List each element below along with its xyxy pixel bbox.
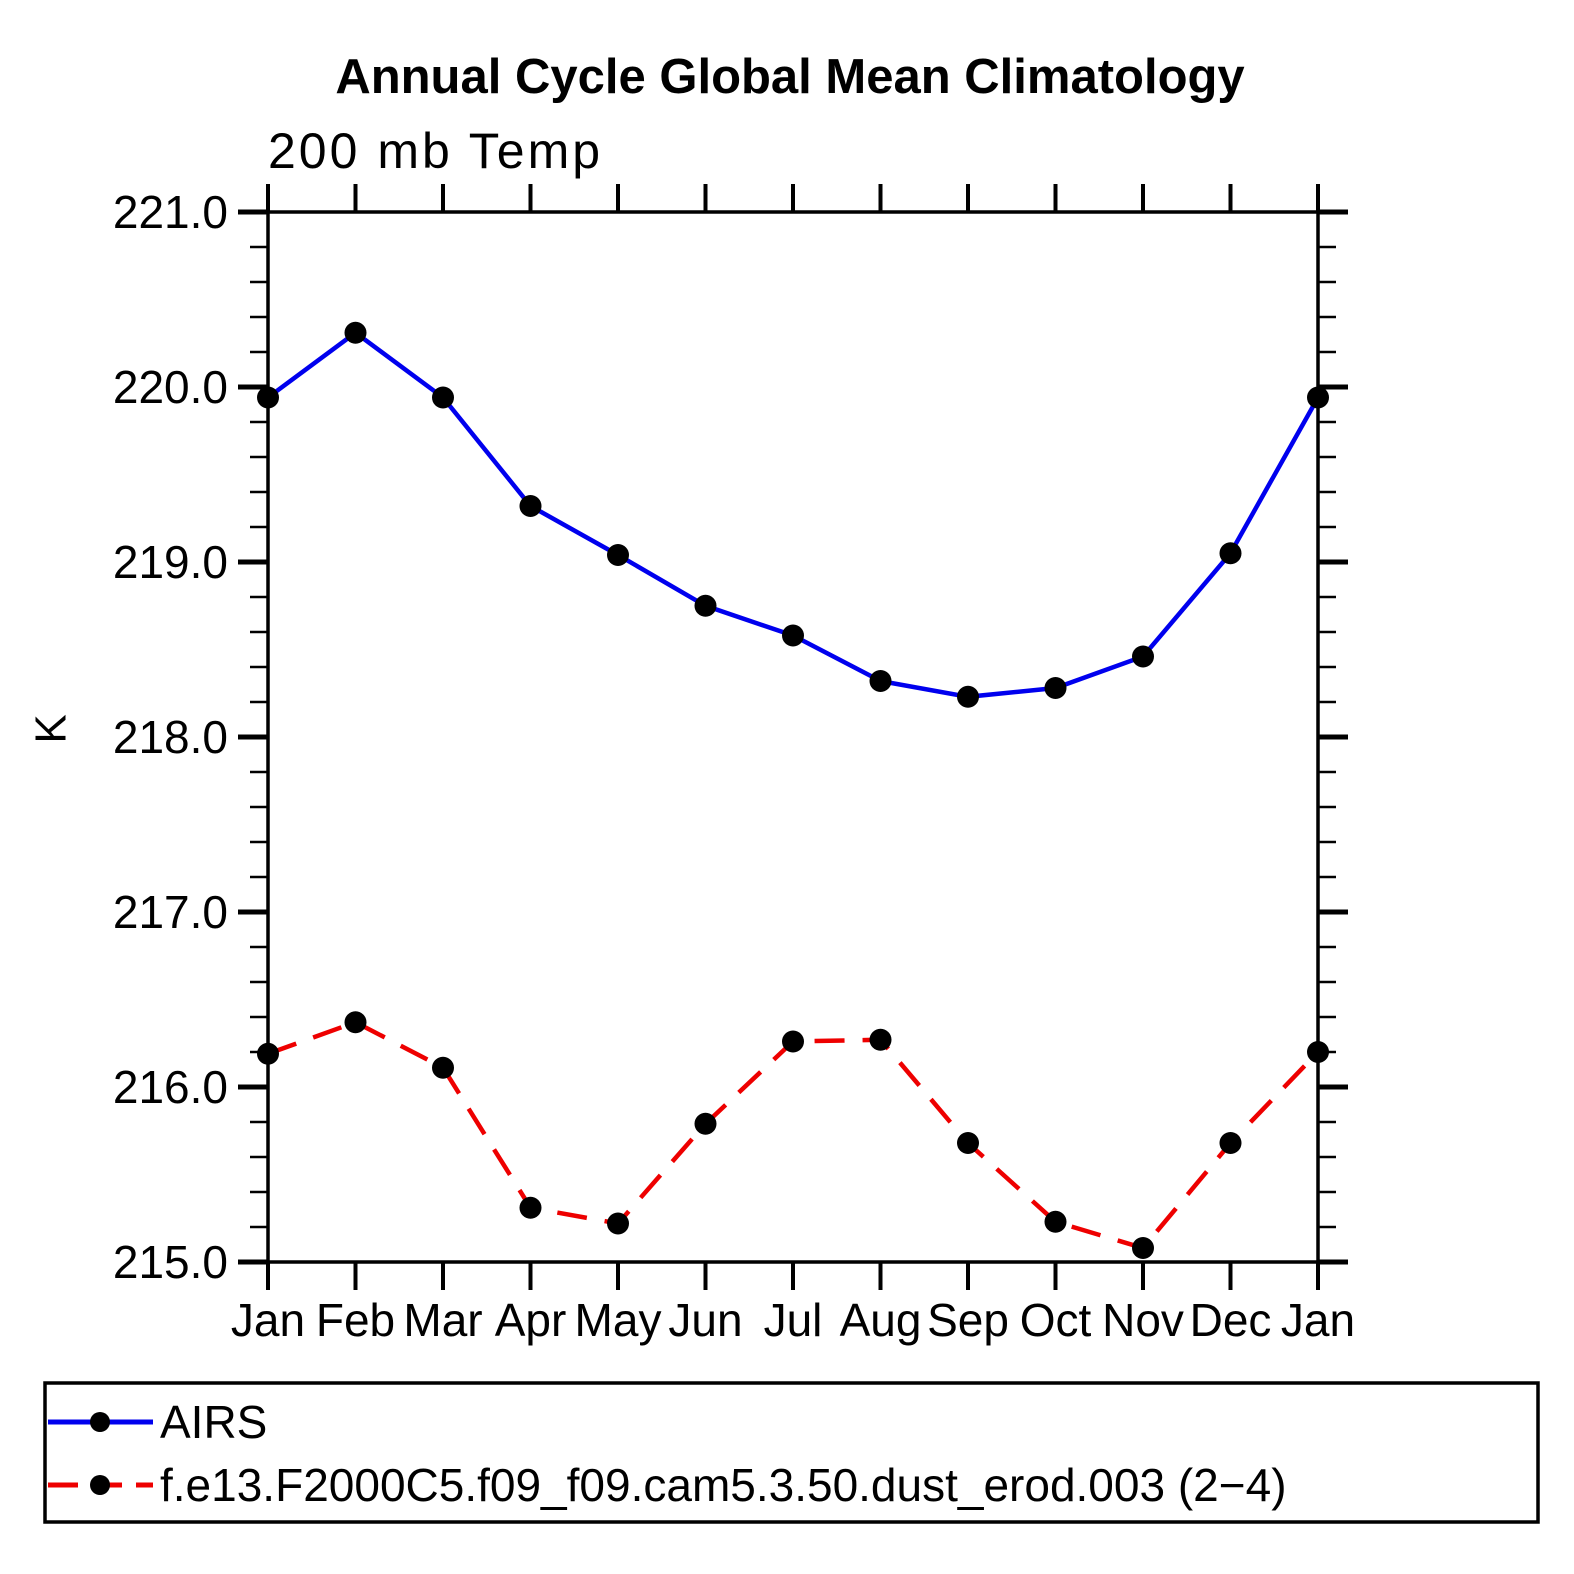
data-point bbox=[1044, 1210, 1067, 1233]
series-line-model bbox=[267, 1019, 1320, 1251]
x-tick-label: Feb bbox=[316, 1294, 395, 1346]
data-point bbox=[607, 1212, 629, 1235]
y-tick-label: 217.0 bbox=[113, 886, 228, 938]
x-tick-label: Nov bbox=[1102, 1294, 1184, 1346]
x-tick-label: Dec bbox=[1190, 1294, 1272, 1346]
data-point bbox=[782, 1030, 804, 1053]
chart-title: Annual Cycle Global Mean Climatology bbox=[335, 50, 1244, 104]
x-tick-label: Oct bbox=[1020, 1294, 1092, 1346]
x-tick-label: Jun bbox=[668, 1294, 742, 1346]
x-tick-label: Mar bbox=[403, 1294, 482, 1346]
y-tick-label: 215.0 bbox=[113, 1236, 228, 1288]
x-tick-label: Jan bbox=[231, 1294, 305, 1346]
legend-box bbox=[43, 1381, 1540, 1524]
data-point bbox=[1132, 645, 1154, 668]
data-point bbox=[257, 1042, 279, 1065]
data-point bbox=[1044, 677, 1067, 699]
plot-frame bbox=[266, 210, 1320, 1264]
data-point bbox=[257, 386, 279, 409]
data-point bbox=[344, 1011, 367, 1034]
legend-marker bbox=[90, 1475, 110, 1495]
data-point bbox=[1219, 542, 1242, 565]
y-tick-label: 216.0 bbox=[113, 1061, 228, 1113]
x-tick-label: Jul bbox=[764, 1294, 823, 1346]
legend: AIRS f.e13.F2000C5.f09_f09.cam5.3.50.dust… bbox=[43, 1381, 1540, 1524]
data-point bbox=[519, 1196, 542, 1219]
x-tick-label: Aug bbox=[840, 1294, 922, 1346]
y-tick-label: 219.0 bbox=[113, 536, 228, 588]
data-point bbox=[869, 670, 892, 692]
data-point bbox=[1219, 1132, 1242, 1154]
data-point bbox=[869, 1028, 892, 1051]
chart-subtitle: 200 mb Temp bbox=[268, 123, 603, 179]
y-tick-label: 218.0 bbox=[113, 711, 228, 763]
data-point bbox=[694, 1112, 717, 1135]
series-lines bbox=[257, 321, 1329, 1259]
x-tick-label: Sep bbox=[927, 1294, 1009, 1346]
legend-label: AIRS bbox=[160, 1396, 267, 1448]
data-point bbox=[1132, 1237, 1154, 1259]
y-tick-label: 221.0 bbox=[113, 186, 228, 238]
data-point bbox=[694, 594, 717, 617]
legend-label: f.e13.F2000C5.f09_f09.cam5.3.50.dust_ero… bbox=[160, 1459, 1287, 1511]
data-point bbox=[344, 321, 367, 344]
data-point bbox=[957, 685, 979, 708]
data-point bbox=[782, 624, 804, 647]
legend-marker bbox=[90, 1412, 110, 1432]
data-point bbox=[1307, 386, 1329, 409]
x-tick-label: May bbox=[575, 1294, 662, 1346]
y-axis-label: K bbox=[26, 714, 75, 743]
data-point bbox=[607, 544, 629, 566]
y-tick-label: 220.0 bbox=[113, 361, 228, 413]
data-point bbox=[1307, 1041, 1329, 1063]
data-point bbox=[519, 495, 542, 517]
x-tick-label: Jan bbox=[1281, 1294, 1355, 1346]
data-point bbox=[432, 386, 454, 409]
data-point bbox=[432, 1056, 454, 1079]
data-point bbox=[957, 1132, 979, 1154]
x-tick-label: Apr bbox=[495, 1294, 567, 1346]
